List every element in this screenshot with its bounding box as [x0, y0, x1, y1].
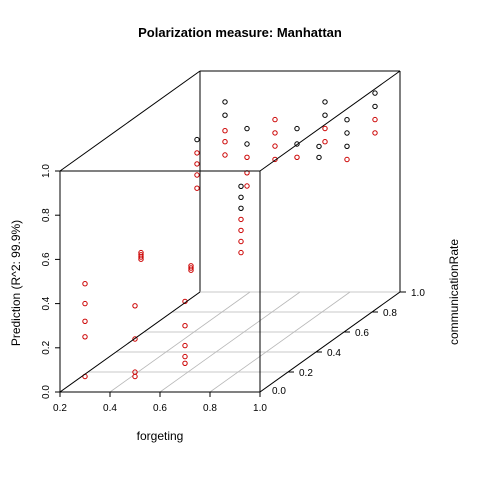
data-point	[294, 125, 300, 132]
y-tick-label: 0.0	[272, 386, 286, 397]
data-point	[344, 143, 350, 150]
data-point	[244, 154, 250, 161]
data-point	[372, 116, 378, 123]
data-point	[294, 141, 300, 147]
data-point	[182, 323, 188, 329]
data-point	[238, 249, 244, 256]
x-tick-label: 0.6	[153, 403, 167, 414]
data-point	[322, 125, 328, 132]
y-tick-label: 0.8	[383, 308, 397, 319]
data-point	[138, 252, 144, 258]
data-point	[132, 373, 138, 380]
data-point	[294, 154, 300, 161]
data-point	[194, 161, 200, 167]
z-tick-label: 0.8	[41, 208, 52, 222]
y-tick-label: 0.6	[355, 328, 369, 339]
y-tick-label: 0.4	[327, 348, 341, 359]
data-point	[238, 194, 244, 201]
data-point	[222, 139, 228, 145]
data-points	[82, 90, 378, 380]
data-point	[344, 130, 350, 136]
x-tick-label: 0.4	[103, 403, 117, 414]
y-tick-label: 1.0	[411, 288, 425, 299]
data-point	[238, 205, 244, 212]
data-point	[238, 238, 244, 245]
box-back-edges	[59, 70, 400, 292]
box-edge	[259, 291, 401, 393]
data-point	[316, 154, 322, 161]
data-point	[238, 183, 244, 190]
data-point	[82, 334, 88, 340]
data-point	[194, 185, 200, 191]
data-point	[132, 336, 138, 342]
data-point	[132, 369, 138, 375]
axis-tick-labels: 0.2 0.4 0.6 0.8 1.00.00.20.40.60.81.00.00.20…	[41, 164, 425, 414]
data-point	[244, 141, 250, 147]
data-point	[372, 90, 378, 96]
x-tick-label: 1.0	[253, 403, 267, 414]
data-point	[272, 116, 278, 123]
data-point	[222, 152, 228, 158]
data-point	[82, 300, 88, 307]
data-point	[244, 183, 250, 189]
z-tick-label: 0.6	[41, 252, 52, 266]
y-tick-label: 0.2	[299, 368, 313, 379]
data-point	[344, 117, 350, 123]
z-tick-label: 1.0	[41, 164, 52, 178]
z-tick-label: 0.2	[41, 340, 52, 354]
data-point	[194, 150, 200, 156]
data-point	[222, 128, 228, 134]
grid-line	[159, 291, 301, 393]
data-point	[372, 130, 378, 136]
data-point	[222, 112, 228, 118]
box-edge	[59, 291, 201, 393]
data-point	[322, 112, 328, 118]
data-point	[316, 143, 322, 150]
data-point	[372, 103, 378, 110]
data-point	[344, 156, 350, 163]
data-point	[244, 125, 250, 132]
floor-grid	[59, 291, 401, 393]
box-edge	[59, 70, 201, 172]
data-point	[82, 318, 88, 324]
grid-line	[109, 291, 251, 393]
axis-ticks	[55, 170, 406, 397]
data-point	[194, 172, 200, 178]
x-tick-label: 0.8	[203, 403, 217, 414]
z-tick-label: 0.4	[41, 296, 52, 310]
data-point	[194, 136, 200, 143]
data-point	[132, 303, 138, 309]
box-edge	[259, 70, 401, 172]
data-point	[182, 360, 188, 366]
data-point	[272, 130, 278, 136]
data-point	[182, 353, 188, 360]
data-point	[238, 227, 244, 234]
data-point	[272, 143, 278, 149]
data-point	[322, 99, 328, 105]
chart-title: Polarization measure: Manhattan	[138, 25, 342, 40]
y-axis-label: communicationRate	[447, 239, 461, 345]
data-point	[188, 265, 194, 271]
data-point	[138, 249, 144, 256]
grid-line	[209, 291, 351, 393]
box-front-edges	[59, 70, 401, 393]
data-point	[272, 156, 278, 163]
x-tick-label: 0.2	[53, 403, 67, 414]
z-axis-label: Prediction (R^2: 99.9%)	[9, 220, 23, 346]
data-point	[222, 99, 228, 105]
x-axis-label: forgeting	[137, 429, 184, 443]
data-point	[188, 263, 194, 269]
data-point	[322, 139, 328, 145]
data-point	[82, 281, 88, 287]
data-point	[238, 216, 244, 223]
data-point	[182, 342, 188, 349]
z-tick-label: 0.0	[41, 385, 52, 399]
